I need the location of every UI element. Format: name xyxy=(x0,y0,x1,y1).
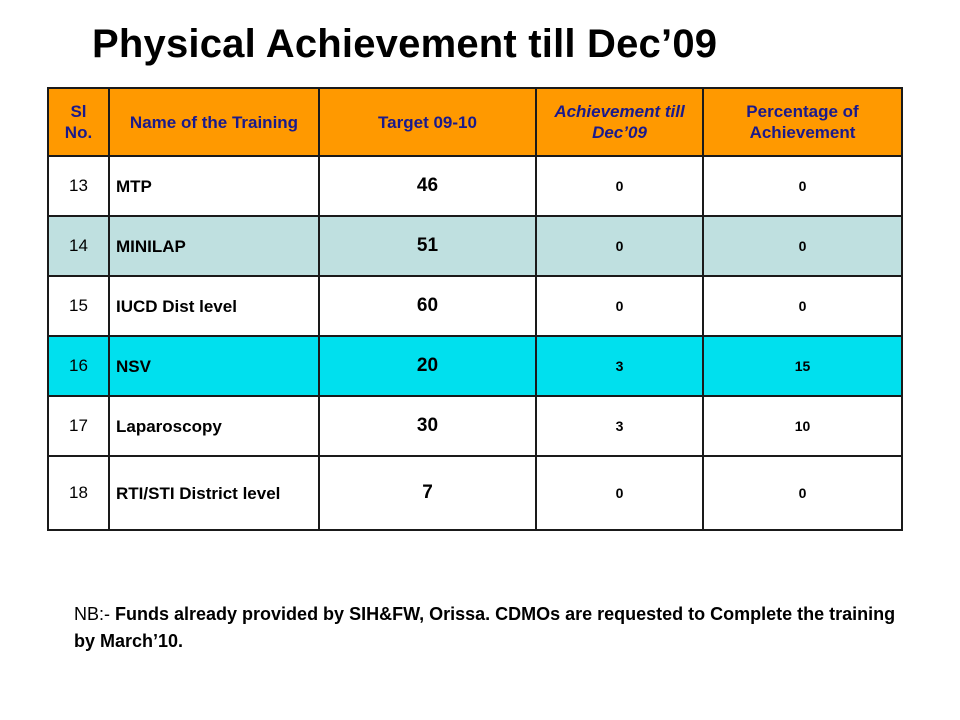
cell-achievement: 0 xyxy=(535,215,704,277)
cell-target: 30 xyxy=(318,395,537,457)
cell-achievement: 0 xyxy=(535,275,704,337)
header-percentage: Percentage of Achievement xyxy=(702,87,903,157)
cell-training-name: Laparoscopy xyxy=(108,395,320,457)
footnote: NB:- Funds already provided by SIH&FW, O… xyxy=(74,601,904,655)
header-sl-no: Sl No. xyxy=(47,87,110,157)
cell-percentage: 10 xyxy=(702,395,903,457)
cell-sl-no: 15 xyxy=(47,275,110,337)
cell-target: 20 xyxy=(318,335,537,397)
cell-percentage: 0 xyxy=(702,155,903,217)
achievement-table: Sl No. Name of the Training Target 09-10… xyxy=(47,87,903,531)
cell-sl-no: 14 xyxy=(47,215,110,277)
cell-sl-no: 16 xyxy=(47,335,110,397)
cell-percentage: 0 xyxy=(702,275,903,337)
cell-achievement: 3 xyxy=(535,395,704,457)
cell-training-name: NSV xyxy=(108,335,320,397)
cell-sl-no: 17 xyxy=(47,395,110,457)
cell-sl-no: 13 xyxy=(47,155,110,217)
cell-sl-no: 18 xyxy=(47,455,110,531)
table-row: 17 Laparoscopy 30 3 10 xyxy=(47,395,903,457)
cell-percentage: 0 xyxy=(702,455,903,531)
cell-target: 60 xyxy=(318,275,537,337)
cell-achievement: 3 xyxy=(535,335,704,397)
cell-achievement: 0 xyxy=(535,455,704,531)
header-training-name: Name of the Training xyxy=(108,87,320,157)
cell-percentage: 15 xyxy=(702,335,903,397)
table-row: 16 NSV 20 3 15 xyxy=(47,335,903,397)
cell-training-name: MTP xyxy=(108,155,320,217)
cell-target: 51 xyxy=(318,215,537,277)
table-row: 18 RTI/STI District level 7 0 0 xyxy=(47,455,903,531)
table-header-row: Sl No. Name of the Training Target 09-10… xyxy=(47,87,903,157)
cell-percentage: 0 xyxy=(702,215,903,277)
cell-training-name: RTI/STI District level xyxy=(108,455,320,531)
footnote-prefix: NB:- xyxy=(74,604,116,624)
cell-target: 46 xyxy=(318,155,537,217)
table-row: 15 IUCD Dist level 60 0 0 xyxy=(47,275,903,337)
header-achievement: Achievement till Dec’09 xyxy=(535,87,704,157)
table-row: 13 MTP 46 0 0 xyxy=(47,155,903,217)
footnote-text: Funds already provided by SIH&FW, Orissa… xyxy=(74,604,896,651)
cell-training-name: IUCD Dist level xyxy=(108,275,320,337)
table-row: 14 MINILAP 51 0 0 xyxy=(47,215,903,277)
cell-achievement: 0 xyxy=(535,155,704,217)
cell-training-name: MINILAP xyxy=(108,215,320,277)
header-target: Target 09-10 xyxy=(318,87,537,157)
cell-target: 7 xyxy=(318,455,537,531)
page-title: Physical Achievement till Dec’09 xyxy=(92,22,718,66)
